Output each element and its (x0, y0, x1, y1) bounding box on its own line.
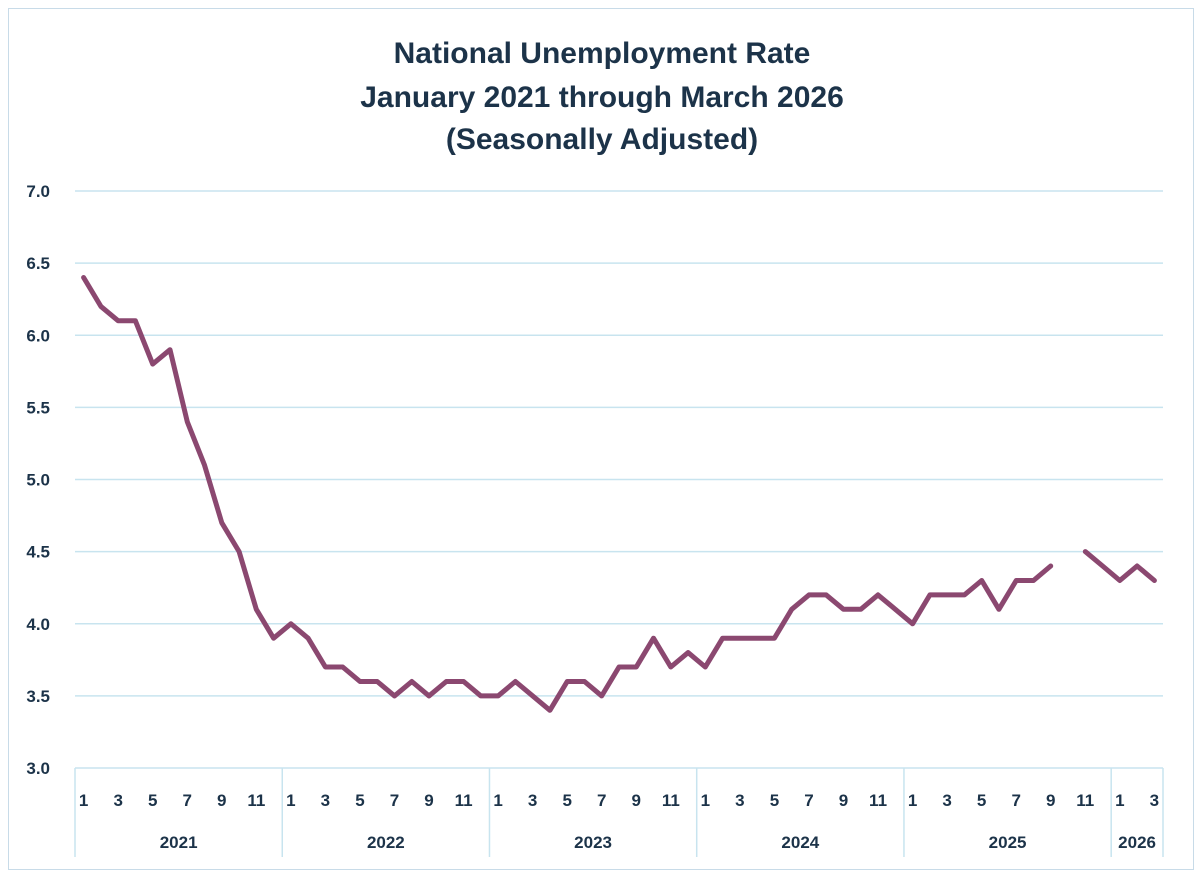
y-tick-label: 3.0 (26, 759, 50, 778)
chart-frame (8, 8, 1194, 870)
year-label-2025: 2025 (989, 833, 1027, 852)
year-label-2021: 2021 (160, 833, 198, 852)
x-tick-label: 5 (355, 791, 364, 810)
y-tick-label: 4.5 (26, 543, 50, 562)
chart-title-line-2: January 2021 through March 2026 (360, 81, 844, 114)
x-tick-label: 11 (1076, 791, 1094, 810)
x-tick-label: 9 (217, 791, 226, 810)
x-tick-label: 5 (562, 791, 571, 810)
series (81, 275, 1157, 713)
x-tick-label: 7 (390, 791, 399, 810)
x-tick-label: 11 (869, 791, 887, 810)
y-tick-label: 4.0 (26, 615, 50, 634)
x-tick-label: 9 (839, 791, 848, 810)
chart-title-line-1: National Unemployment Rate (393, 37, 811, 70)
x-tick-label: 1 (286, 791, 295, 810)
x-tick-label: 3 (321, 791, 330, 810)
y-tick-label: 3.5 (26, 687, 50, 706)
x-tick-label: 7 (804, 791, 813, 810)
year-label-2024: 2024 (781, 833, 819, 852)
x-tick-label: 9 (424, 791, 433, 810)
y-tick-label: 6.0 (26, 326, 50, 345)
chart-title-line-3: (Seasonally Adjusted) (445, 123, 759, 156)
x-tick-label: 3 (528, 791, 537, 810)
x-tick-label: 1 (701, 791, 710, 810)
y-tick-label: 5.0 (26, 471, 50, 490)
y-tick-label: 6.5 (26, 254, 50, 273)
x-tick-label: 5 (977, 791, 986, 810)
y-axis: 3.0 3.5 4.0 4.5 5.0 5.5 6.0 6.5 7.0 (26, 182, 50, 778)
x-tick-label: 1 (79, 791, 88, 810)
x-tick-label: 11 (662, 791, 680, 810)
x-tick-label: 3 (1150, 791, 1159, 810)
x-tick-label: 9 (632, 791, 641, 810)
x-tick-label: 1 (1115, 791, 1124, 810)
x-tick-label: 3 (113, 791, 122, 810)
x-tick-label: 7 (597, 791, 606, 810)
x-tick-label: 5 (148, 791, 157, 810)
year-label-2022: 2022 (367, 833, 405, 852)
x-tick-label: 5 (770, 791, 779, 810)
x-tick-label: 7 (183, 791, 192, 810)
x-tick-label: 7 (1011, 791, 1020, 810)
x-tick-label: 11 (455, 791, 473, 810)
x-tick-label: 11 (247, 791, 265, 810)
year-label-2023: 2023 (574, 833, 612, 852)
x-tick-label: 3 (735, 791, 744, 810)
series-line-segment-1 (81, 275, 1054, 713)
year-label-2026: 2026 (1118, 833, 1156, 852)
y-tick-label: 7.0 (26, 182, 50, 201)
series-line-segment-2 (1082, 549, 1157, 583)
gridlines (75, 190, 1163, 769)
x-tick-label: 1 (493, 791, 502, 810)
x-tick-label: 3 (942, 791, 951, 810)
x-tick-label: 9 (1046, 791, 1055, 810)
y-tick-label: 5.5 (26, 398, 50, 417)
x-tick-label: 1 (908, 791, 917, 810)
